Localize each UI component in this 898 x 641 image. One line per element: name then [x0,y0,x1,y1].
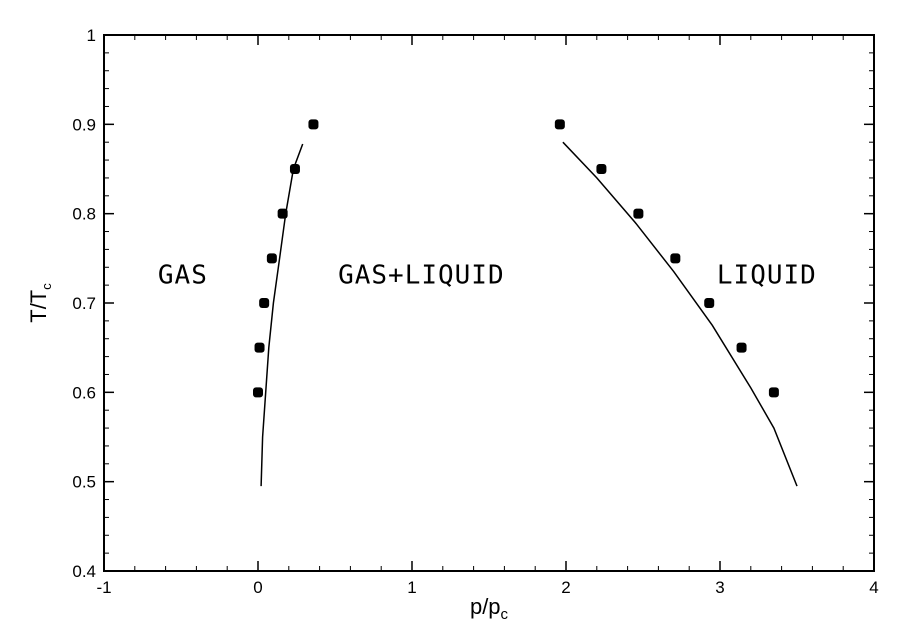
y-axis-label: T/Tc [26,283,54,323]
data-point [736,342,747,353]
x-tick-label: 2 [561,578,570,597]
data-point [266,253,277,264]
data-point [254,342,265,353]
data-point [253,387,263,398]
data-point [259,298,270,308]
data-point [670,253,681,264]
x-tick-label: -1 [96,578,111,597]
y-tick-label: 0.7 [72,294,96,313]
model-curve-line [562,141,798,487]
data-point [633,208,644,219]
region-annotations: GAS GAS+LIQUID LIQUID [158,260,817,290]
model-curve-line [260,143,304,487]
region-label: GAS+LIQUID [338,260,505,290]
y-tick-label: 0.5 [72,473,96,492]
data-point [768,387,779,398]
y-tick-label: 0.8 [72,205,96,224]
y-tick-label: 1 [87,26,96,45]
data-point [596,164,607,174]
data-point [308,119,319,130]
x-tick-label: 0 [253,578,262,597]
plot-frame [103,34,875,572]
region-label: LIQUID [717,260,817,290]
axis-tick-labels: -1 0 1 2 3 4 0.4 0.5 0.6 0.7 0.8 0.9 1 [72,26,878,597]
region-label: GAS [158,260,208,290]
data-point [704,298,715,308]
y-tick-label: 0.6 [72,383,96,402]
data-point [554,119,565,130]
x-tick-label: 3 [715,578,724,597]
y-tick-label: 0.4 [72,562,96,581]
y-tick-label: 0.9 [72,115,96,134]
axis-ticks [103,34,875,572]
chart-series [253,119,798,487]
x-axis-label: p/pc [470,594,509,623]
x-tick-label: 4 [869,578,878,597]
x-tick-label: 1 [407,578,416,597]
